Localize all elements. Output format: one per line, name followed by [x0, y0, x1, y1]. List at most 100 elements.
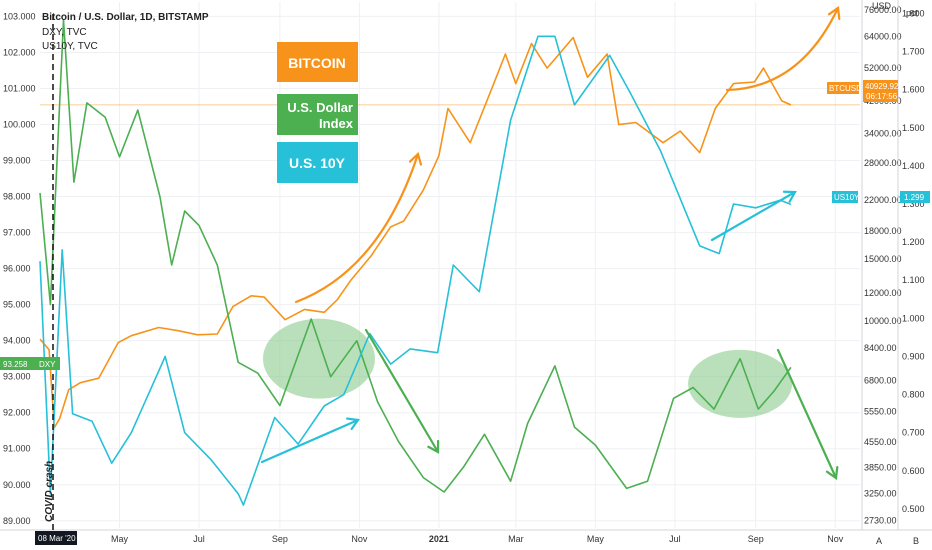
x-tick-label: Jul	[669, 534, 681, 544]
pct-tick-label: 1.300	[902, 199, 925, 209]
left-tick-label: 101.000	[3, 83, 36, 93]
symbol-title[interactable]: Bitcoin / U.S. Dollar, 1D, BITSTAMP	[42, 12, 209, 23]
x-tick-label: May	[111, 534, 129, 544]
legend-dxy: U.S. Dollar Index	[277, 94, 358, 135]
pct-tick-label: 0.900	[902, 351, 925, 361]
x-tick-label: May	[587, 534, 605, 544]
log-scale-button[interactable]: B	[913, 536, 919, 546]
btc-tag-label: BTCUSD	[829, 84, 862, 93]
pct-tick-label: 1.100	[902, 275, 925, 285]
usd-tick-label: 28000.00	[864, 158, 902, 168]
usd-tick-label: 64000.00	[864, 31, 902, 41]
usd-tick-label: 5550.00	[864, 407, 897, 417]
usd-tick-label: 15000.00	[864, 254, 902, 264]
pct-tick-label: 0.800	[902, 390, 925, 400]
legend-bitcoin: BITCOIN	[277, 42, 358, 82]
overlay-dxy-title[interactable]: DXY, TVC	[42, 27, 87, 38]
usd-tick-label: 3250.00	[864, 489, 897, 499]
date-tag-label: 08 Mar '20	[38, 534, 76, 543]
us10y-arrow-2021-head	[782, 190, 797, 203]
time-axis: May Jul Sep Nov 2021 Mar May Jul Sep Nov	[111, 534, 844, 544]
us10y-price-tag: US10Y 1.299	[832, 191, 930, 203]
series-line-btcusd	[39, 36, 792, 429]
pct-tick-label: 1.600	[902, 85, 925, 95]
dxy-arrow-2020	[364, 328, 440, 454]
usd-tick-label: 12000.00	[864, 288, 902, 298]
left-tick-label: 99.000	[3, 156, 31, 166]
usd-tick-label: 52000.00	[864, 63, 902, 73]
usd-tick-label: 8400.00	[864, 343, 897, 353]
usd-tick-label: 76000.00	[864, 5, 902, 15]
x-tick-label: Nov	[827, 534, 844, 544]
x-tick-label: Nov	[351, 534, 368, 544]
us10y-arrow-2020-head	[345, 417, 360, 431]
dxy-arrow-2021	[776, 348, 838, 480]
left-tick-label: 92.000	[3, 408, 31, 418]
right-axis-usd: 76000.0064000.0052000.0042000.0034000.00…	[864, 5, 902, 526]
btc-arrow-2020-head	[408, 151, 423, 166]
dxy-tag-value: 93.258	[3, 360, 28, 369]
series-line-dxy	[39, 19, 792, 493]
btc-tag-countdown: 06:17:56	[866, 92, 898, 101]
btc-arrow-2021	[725, 6, 840, 92]
usd-tick-label: 3850.00	[864, 463, 897, 473]
series-line-us10y	[39, 35, 792, 506]
x-tick-label: Sep	[272, 534, 288, 544]
left-tick-label: 102.000	[3, 47, 36, 57]
us10y-tag-value: 1.299	[904, 193, 925, 202]
usd-tick-label: 18000.00	[864, 226, 902, 236]
left-tick-label: 93.000	[3, 372, 31, 382]
series-layer	[39, 19, 792, 506]
consolidation-ellipses	[262, 318, 793, 418]
us10y-arrow-2020	[260, 418, 360, 464]
us10y-tag-label: US10Y	[834, 193, 860, 202]
btc-price-tag: BTCUSD 40929.92 06:17:56	[827, 80, 899, 102]
right-axis-pct: 1.800 1.700 1.600 1.500 1.400 1.300 1.200 1.100…	[902, 8, 925, 514]
dxy-arrow-2020-head	[427, 439, 440, 454]
left-tick-label: 98.000	[3, 192, 31, 202]
us10y-arrow-2021	[710, 190, 797, 242]
btc-arrow-2020	[294, 152, 420, 304]
covid-annotation: COVID crash	[44, 461, 55, 522]
pct-tick-label: 1.700	[902, 47, 925, 57]
left-tick-label: 96.000	[3, 264, 31, 274]
x-tick-label: Mar	[508, 534, 524, 544]
overlay-us10y-title[interactable]: US10Y, TVC	[42, 41, 98, 52]
grid-lines	[40, 2, 860, 528]
legend-dxy-label-1: U.S. Dollar	[287, 100, 353, 115]
left-tick-label: 90.000	[3, 480, 31, 490]
pct-unit: pct	[906, 8, 919, 18]
left-tick-label: 97.000	[3, 228, 31, 238]
left-tick-label: 103.000	[3, 11, 36, 21]
left-axis: 103.000 102.000 101.000 100.000 99.000 98.000…	[3, 11, 36, 525]
pct-tick-label: 1.200	[902, 237, 925, 247]
btc-arrow-2021-head	[827, 6, 841, 21]
pct-tick-label: 0.700	[902, 428, 925, 438]
dxy-price-tag: 93.258 DXY	[0, 357, 60, 370]
left-tick-label: 95.000	[3, 300, 31, 310]
auto-scale-button[interactable]: A	[876, 536, 882, 546]
legend-us10y-label: U.S. 10Y	[289, 155, 346, 171]
pct-tick-label: 1.800	[902, 8, 925, 18]
usd-tick-label: 4550.00	[864, 437, 897, 447]
legend-us10y: U.S. 10Y	[277, 142, 358, 183]
usd-tick-label: 2730.00	[864, 516, 897, 526]
pct-tick-label: 0.600	[902, 466, 925, 476]
pct-tick-label: 1.400	[902, 161, 925, 171]
btc-tag-value: 40929.92	[865, 82, 899, 91]
left-tick-label: 100.000	[3, 119, 36, 129]
trend-arrows	[260, 6, 841, 480]
pct-tick-label: 1.000	[902, 313, 925, 323]
dxy-tag-label: DXY	[39, 360, 56, 369]
pct-tick-label: 1.500	[902, 123, 925, 133]
usd-tick-label: 34000.00	[864, 128, 902, 138]
usd-unit: USD	[872, 1, 892, 11]
usd-tick-label: 22000.00	[864, 195, 902, 205]
left-tick-label: 89.000	[3, 516, 31, 526]
date-tag: 08 Mar '20	[35, 531, 77, 545]
x-tick-label: Jul	[193, 534, 205, 544]
x-tick-label: 2021	[429, 534, 449, 544]
left-tick-label: 91.000	[3, 444, 31, 454]
legend-bitcoin-label: BITCOIN	[288, 55, 346, 71]
